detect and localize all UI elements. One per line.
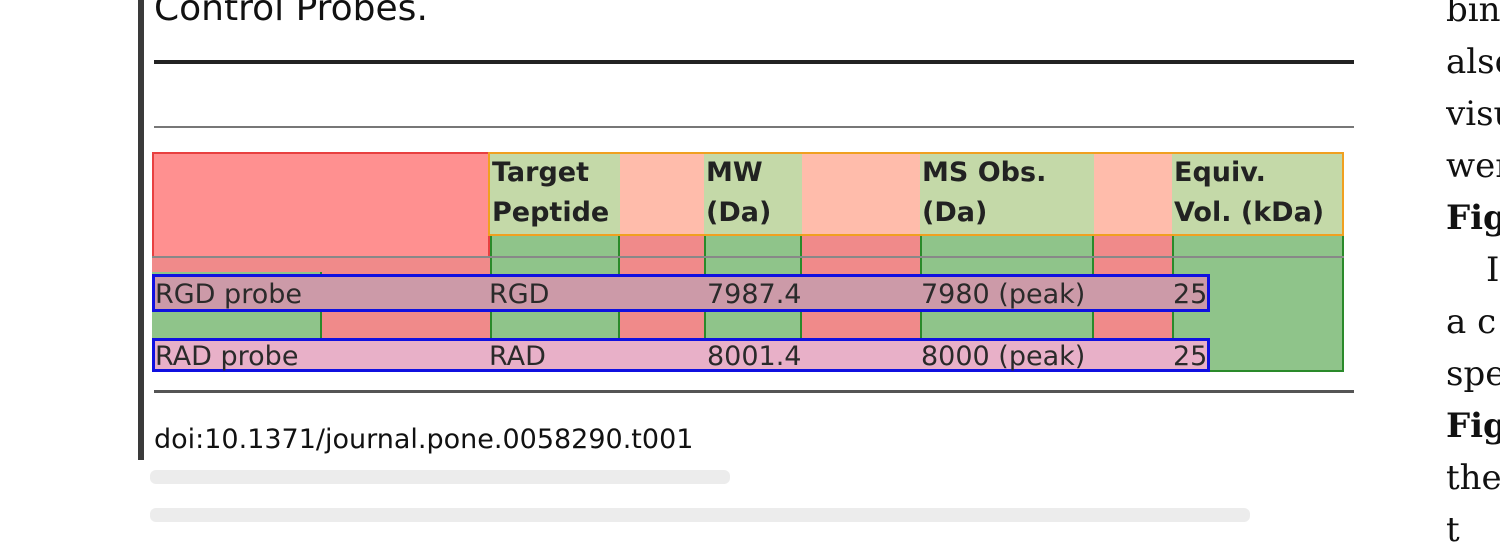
blurred-text-line (150, 508, 1250, 522)
probes-table: Target Peptide MW (Da) MS Obs. (Da) Equi… (152, 152, 1344, 372)
header-empty-cell (152, 152, 490, 258)
table-top-rule (154, 60, 1354, 64)
header-gap-2 (802, 152, 920, 236)
body-divider (152, 256, 1344, 258)
header-gap-3 (1094, 152, 1172, 236)
adjacent-column-text: bin also visu wer Fig I a c spe Fig the … (1446, 0, 1500, 550)
left-margin-rule (138, 0, 144, 460)
header-cell-mw: MW (Da) (704, 152, 802, 236)
table-caption-tail: Control Probes. (154, 0, 428, 29)
table-bottom-rule (154, 390, 1354, 393)
blurred-text-line (150, 470, 730, 484)
table-doi: doi:10.1371/journal.pone.0058290.t001 (154, 424, 694, 455)
header-cell-ms-obs: MS Obs. (Da) (920, 152, 1094, 236)
table-row: RAD probe RAD 8001.4 8000 (peak) 25 (152, 338, 1210, 372)
table-header-rule (154, 126, 1354, 128)
header-cell-equiv-vol: Equiv. Vol. (kDa) (1172, 152, 1344, 236)
header-gap-1 (620, 152, 704, 236)
table-row: RGD probe RGD 7987.4 7980 (peak) 25 (152, 274, 1210, 312)
header-cell-target: Target Peptide (490, 152, 620, 236)
header-outline (488, 152, 1344, 236)
